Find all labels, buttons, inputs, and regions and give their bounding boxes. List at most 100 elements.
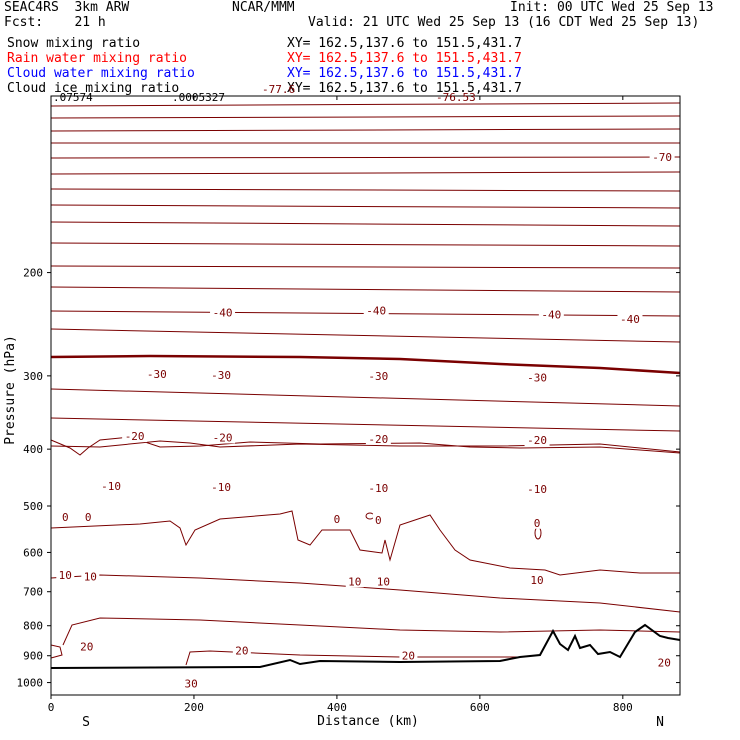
contour-label-bg xyxy=(365,368,391,382)
contour-label: -20 xyxy=(527,434,547,447)
isotherm-line xyxy=(50,510,680,576)
isotherm-line xyxy=(50,440,681,453)
contour-label-bg xyxy=(399,648,418,662)
min-value-label: .07574 xyxy=(53,91,93,104)
contour-label-bg xyxy=(56,567,75,581)
isotherm-line xyxy=(62,617,681,646)
contour-label: 10 xyxy=(348,575,361,588)
isotherm-line xyxy=(50,102,681,107)
contour-label: -30 xyxy=(368,370,388,383)
field-label-rain: Rain water mixing ratio xyxy=(7,51,188,66)
field-label-snow: Snow mixing ratio xyxy=(7,36,141,51)
contour-label: 0 xyxy=(85,511,92,524)
contour-label-bg xyxy=(122,429,148,443)
isotherm-line xyxy=(50,204,681,209)
contour-label: -20 xyxy=(213,431,233,444)
contour-label-bg xyxy=(524,433,550,447)
y-tick-label: 1000 xyxy=(17,677,44,690)
contour-label-bg xyxy=(210,305,236,319)
contour-label-bg xyxy=(77,639,96,653)
field-xy-cloudice: XY= 162.5,137.6 to 151.5,431.7 xyxy=(287,81,522,96)
contour-label: -40 xyxy=(620,313,640,326)
contour-label-bg xyxy=(524,482,550,496)
y-tick-label: 300 xyxy=(23,370,43,383)
contour-label-bg xyxy=(524,370,550,384)
isotherm-line xyxy=(50,286,681,293)
contour-label: 10 xyxy=(59,569,72,582)
x-tick-label: 0 xyxy=(48,701,55,714)
contour-label-bg xyxy=(538,307,564,321)
contour-label-bg xyxy=(374,574,393,588)
isotherm-line xyxy=(50,242,681,247)
field-label-cloudice: Cloud ice mixing ratio xyxy=(7,81,180,96)
forecast-hour: Fcst: 21 h xyxy=(4,15,106,30)
isotherm-line xyxy=(50,221,681,227)
contour-label: -20 xyxy=(125,430,145,443)
contour-label-bg xyxy=(528,572,547,586)
x-tick-label: 200 xyxy=(184,701,204,714)
y-tick-label: 900 xyxy=(23,650,43,663)
terrain-outline xyxy=(50,623,681,669)
isotherm-closed-contour xyxy=(365,512,375,520)
south-label: S xyxy=(82,715,90,730)
contour-label: 0 xyxy=(334,513,341,526)
contour-label: 0 xyxy=(375,514,382,527)
isotherm-line xyxy=(50,574,681,613)
contour-label-bg xyxy=(208,479,234,493)
contour-label-bg xyxy=(372,512,384,526)
freezing-line xyxy=(50,354,681,375)
contour-label-bg xyxy=(98,478,124,492)
contour-label-bg xyxy=(363,303,389,317)
contour-label: -10 xyxy=(527,483,547,496)
contour-label: 20 xyxy=(658,656,671,669)
max-value-label: .0005327 xyxy=(172,91,225,104)
x-tick-label: 800 xyxy=(613,701,633,714)
y-axis-title: Pressure (hPa) xyxy=(3,335,18,445)
contour-label: -20 xyxy=(368,433,388,446)
contour-label: -30 xyxy=(147,368,167,381)
contour-label-bg xyxy=(210,430,236,444)
contour-label-bg xyxy=(232,643,251,657)
contour-label-bg xyxy=(655,655,674,669)
contour-label-bg xyxy=(182,676,201,690)
contour-label-bg xyxy=(81,569,100,583)
isotherm-labels: -70 -40 -40 -40 -40 -30 -30 -30 -30 -20 -20 -20 -20 -… xyxy=(56,149,675,691)
contour-label: 20 xyxy=(80,641,93,654)
isotherm-line xyxy=(50,128,681,132)
field-xy-snow: XY= 162.5,137.6 to 151.5,431.7 xyxy=(287,36,522,51)
valid-time: Valid: 21 UTC Wed 25 Sep 13 (16 CDT Wed … xyxy=(308,15,700,30)
y-tick-label: 600 xyxy=(23,546,43,559)
init-time: Init: 00 UTC Wed 25 Sep 13 xyxy=(510,0,714,15)
contour-label: 10 xyxy=(377,575,390,588)
contour-label-bg xyxy=(345,574,364,588)
isotherm-contours xyxy=(50,102,681,666)
contour-label-bg xyxy=(365,481,391,495)
isotherm-line xyxy=(50,436,681,456)
contour-label: 10 xyxy=(84,571,97,584)
y-tick-label: 200 xyxy=(23,267,43,280)
contour-label: -10 xyxy=(211,481,231,494)
contour-label-bg xyxy=(531,515,543,529)
contour-label-bg xyxy=(82,509,94,523)
plot-frame xyxy=(50,95,681,696)
y-tick-label: 800 xyxy=(23,620,43,633)
isotherm-line xyxy=(185,650,520,666)
field-label-cloudwater: Cloud water mixing ratio xyxy=(7,66,195,81)
isotherm-line xyxy=(50,156,681,159)
center-label: NCAR/MMM xyxy=(232,0,295,15)
overlap-label-a: -76.53 xyxy=(436,91,476,104)
north-label: N xyxy=(656,715,664,730)
isotherm-line xyxy=(50,388,681,407)
isotherm-line xyxy=(50,171,681,175)
contour-label: 0 xyxy=(534,517,541,530)
contour-label: -10 xyxy=(368,482,388,495)
contour-label-bg xyxy=(208,368,234,382)
field-xy-cloudwater: XY= 162.5,137.6 to 151.5,431.7 xyxy=(287,66,522,81)
isotherm-line xyxy=(50,644,63,659)
axes: 0 200 400 600 800200300400500600700800900100… xyxy=(17,95,681,714)
contour-label: -40 xyxy=(213,307,233,320)
x-tick-label: 600 xyxy=(470,701,490,714)
contour-label: -30 xyxy=(527,372,547,385)
contour-label: 30 xyxy=(184,678,197,691)
